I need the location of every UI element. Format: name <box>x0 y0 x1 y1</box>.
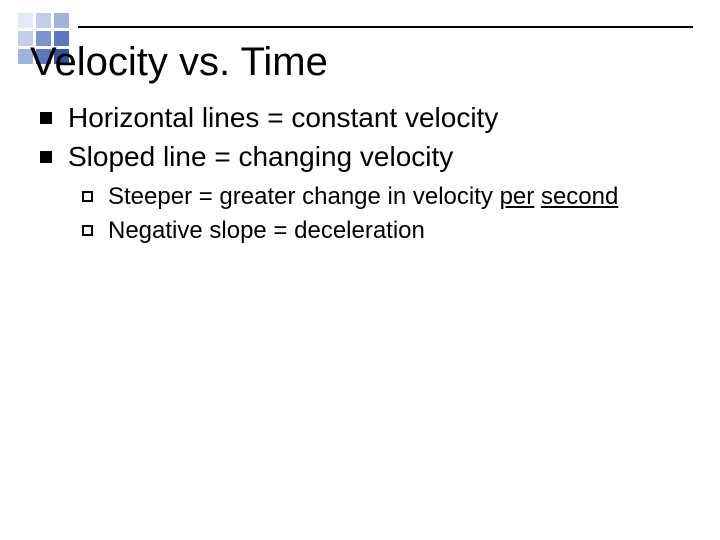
underlined-text: per <box>500 183 535 210</box>
bullet-text: Sloped line = changing velocity <box>68 141 453 172</box>
deco-square <box>36 13 51 28</box>
bullet-text <box>534 183 541 210</box>
bullet-text: Negative slope = deceleration <box>108 217 425 244</box>
deco-square <box>54 13 69 28</box>
deco-square <box>18 13 33 28</box>
slide: Velocity vs. Time Horizontal lines = con… <box>0 0 720 540</box>
bullet-text: Horizontal lines = constant velocity <box>68 102 498 133</box>
underlined-text: second <box>541 183 618 210</box>
list-item: Sloped line = changing velocity Steeper … <box>40 139 680 246</box>
bullet-text: Steeper = greater change in velocity <box>108 183 500 210</box>
list-item: Steeper = greater change in velocity per… <box>82 182 680 212</box>
list-item: Negative slope = deceleration <box>82 216 680 246</box>
title-rule <box>78 26 693 28</box>
bullet-list-level1: Horizontal lines = constant velocity Slo… <box>40 100 680 246</box>
bullet-list-level2: Steeper = greater change in velocity per… <box>82 182 680 246</box>
slide-title: Velocity vs. Time <box>30 40 328 85</box>
list-item: Horizontal lines = constant velocity <box>40 100 680 135</box>
slide-content: Horizontal lines = constant velocity Slo… <box>40 100 680 250</box>
